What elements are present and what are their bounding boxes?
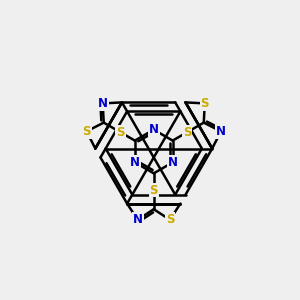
Text: S: S [183, 126, 191, 139]
Text: N: N [216, 125, 226, 138]
Text: N: N [133, 213, 142, 226]
Text: S: S [149, 184, 158, 196]
Text: S: S [166, 213, 174, 226]
Text: N: N [130, 156, 140, 169]
Text: S: S [200, 97, 209, 110]
Text: N: N [98, 97, 108, 110]
Text: S: S [82, 125, 91, 138]
Text: S: S [116, 126, 125, 139]
Text: N: N [149, 123, 159, 136]
Text: N: N [168, 156, 178, 169]
